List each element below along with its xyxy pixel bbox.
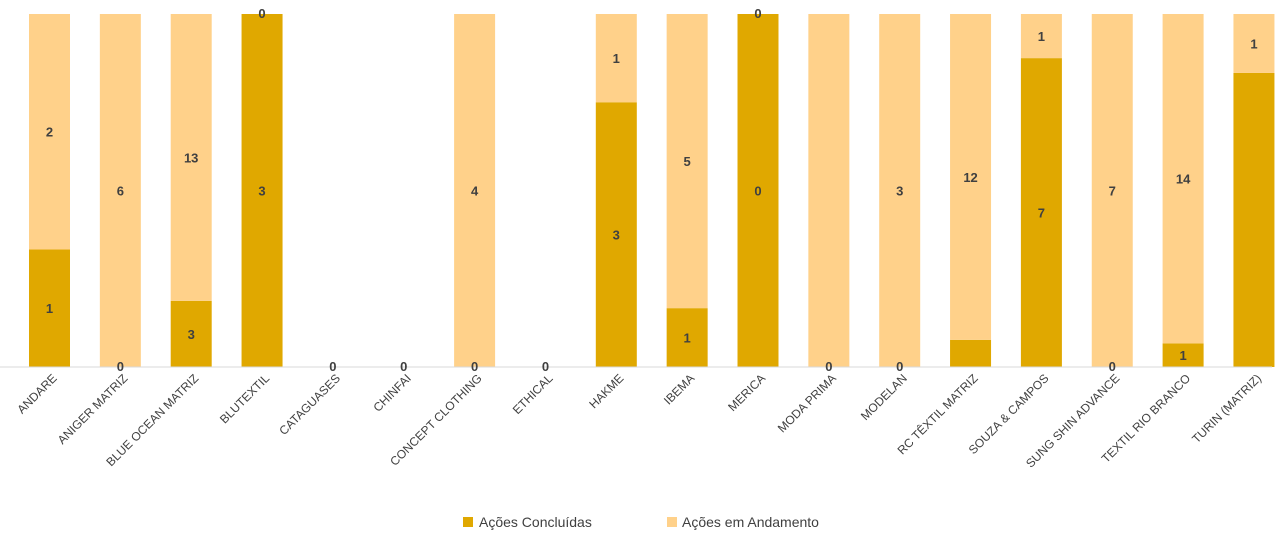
- data-label-andamento-sung-shin-advance: 7: [1109, 184, 1116, 199]
- data-label-concluidas-cataguases: 0: [329, 359, 336, 374]
- data-label-concluidas-merica: 0: [754, 184, 761, 199]
- data-label-andamento-aniger-matriz: 6: [117, 184, 124, 199]
- data-label-concluidas-hakme: 3: [613, 228, 620, 243]
- data-label-concluidas-ethical: 0: [542, 359, 549, 374]
- bar-concluidas-ibema: [666, 308, 708, 367]
- bars-layer: [29, 14, 1275, 368]
- category-label-ethical: ETHICAL: [510, 371, 556, 417]
- data-label-andamento-merica: 0: [754, 6, 761, 21]
- bar-andamento-blue-ocean-matriz: [170, 14, 212, 301]
- bar-andamento-modelan: [879, 14, 921, 367]
- category-label-turin-matriz: TURIN (MATRIZ): [1189, 371, 1264, 446]
- bar-andamento-rc-t-xtil-matriz: [950, 14, 992, 340]
- data-label-concluidas-textil-rio-branco: 1: [1179, 348, 1186, 363]
- data-label-concluidas-concept-clothing: 0: [471, 359, 478, 374]
- data-label-concluidas-andare: 1: [46, 301, 53, 316]
- data-label-concluidas-aniger-matriz: 0: [117, 359, 124, 374]
- category-label-chinfai: CHINFAI: [370, 371, 413, 414]
- data-label-andamento-blutextil: 0: [258, 6, 265, 21]
- bar-concluidas-turin-matriz: [1233, 72, 1275, 368]
- data-label-concluidas-blue-ocean-matriz: 3: [188, 327, 195, 342]
- bar-andamento-sung-shin-advance: [1091, 14, 1133, 367]
- data-label-andamento-ibema: 5: [684, 154, 691, 169]
- data-label-andamento-andare: 2: [46, 125, 53, 140]
- bar-andamento-hakme: [595, 14, 637, 103]
- category-label-andare: ANDARE: [14, 371, 59, 416]
- bar-andamento-concept-clothing: [454, 14, 496, 367]
- category-label-aniger-matriz: ANIGER MATRIZ: [55, 371, 131, 447]
- data-label-andamento-souza-campos: 1: [1038, 29, 1045, 44]
- category-label-cataguases: CATAGUASES: [276, 371, 343, 438]
- data-label-concluidas-modelan: 0: [896, 359, 903, 374]
- bar-concluidas-blue-ocean-matriz: [170, 300, 212, 367]
- category-label-ibema: IBEMA: [661, 371, 697, 407]
- data-label-concluidas-ibema: 1: [684, 331, 691, 346]
- legend: Ações Concluídas Ações em Andamento: [463, 514, 819, 530]
- data-label-andamento-turin-matriz: 1: [1250, 36, 1257, 51]
- bar-concluidas-souza-campos: [1020, 58, 1062, 367]
- bar-andamento-souza-campos: [1020, 14, 1062, 59]
- data-label-concluidas-blutextil: 3: [258, 184, 265, 199]
- data-label-andamento-blue-ocean-matriz: 13: [184, 150, 198, 165]
- data-label-concluidas-sung-shin-advance: 0: [1109, 359, 1116, 374]
- data-label-andamento-concept-clothing: 4: [471, 184, 479, 199]
- data-label-andamento-hakme: 1: [613, 51, 620, 66]
- legend-swatch-andamento: [667, 517, 677, 527]
- bar-andamento-andare: [29, 14, 70, 250]
- bar-andamento-ibema: [666, 14, 708, 309]
- bar-concluidas-textil-rio-branco: [1162, 343, 1204, 367]
- data-label-andamento-rc-t-xtil-matriz: 12: [963, 170, 977, 185]
- bar-andamento-moda-prima: [808, 14, 850, 367]
- category-label-merica: MERICA: [725, 371, 768, 414]
- bar-andamento-turin-matriz: [1233, 14, 1275, 73]
- bar-concluidas-merica: [737, 14, 779, 367]
- bar-concluidas-hakme: [595, 102, 637, 367]
- legend-label-concluidas: Ações Concluídas: [479, 514, 592, 530]
- category-label-moda-prima: MODA PRIMA: [775, 371, 839, 435]
- category-label-blutextil: BLUTEXTIL: [217, 371, 272, 426]
- data-label-andamento-textil-rio-branco: 14: [1176, 172, 1191, 187]
- data-label-andamento-modelan: 3: [896, 184, 903, 199]
- data-label-concluidas-souza-campos: 7: [1038, 206, 1045, 221]
- bar-concluidas-rc-t-xtil-matriz: [950, 339, 992, 367]
- bar-andamento-aniger-matriz: [99, 14, 141, 367]
- category-label-modelan: MODELAN: [858, 371, 910, 423]
- data-label-concluidas-moda-prima: 0: [825, 359, 832, 374]
- bar-andamento-textil-rio-branco: [1162, 14, 1204, 344]
- legend-swatch-concluidas: [463, 517, 473, 527]
- bar-concluidas-blutextil: [241, 14, 283, 367]
- category-label-hakme: HAKME: [586, 371, 626, 411]
- legend-label-andamento: Ações em Andamento: [682, 514, 819, 530]
- data-label-concluidas-chinfai: 0: [400, 359, 407, 374]
- bar-concluidas-andare: [29, 249, 70, 367]
